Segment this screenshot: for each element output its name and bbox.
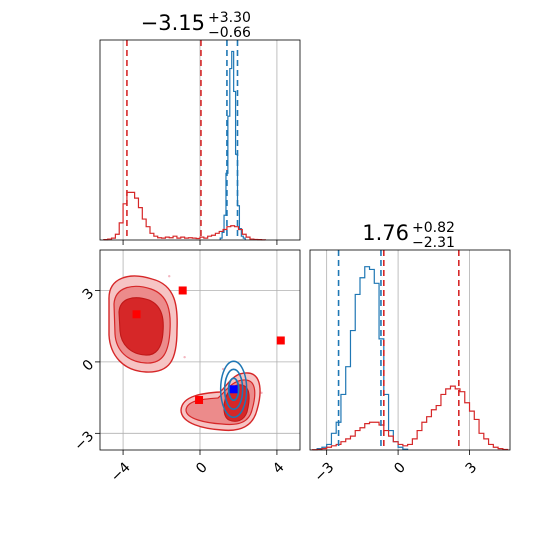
title-1-minus: −0.66 (208, 25, 251, 41)
title-1-plus: +3.30 (208, 10, 251, 26)
joint-x-label-2: 4 (270, 459, 288, 477)
joint-marker-blue-0 (229, 385, 238, 394)
top-hist-blue (219, 50, 246, 240)
panel-top-histogram (99, 39, 301, 245)
joint-y-label-0: −3 (71, 428, 97, 454)
title-parameter-1: −3.15 +3.30 −0.66 (141, 10, 251, 41)
joint-marker-red-2 (195, 396, 204, 404)
panel-right-histogram: −3 0 3 (309, 249, 511, 485)
joint-marker-red-0 (132, 310, 141, 319)
title-2-median: 1.76 (362, 221, 409, 245)
right-x-label-0: −3 (312, 459, 338, 485)
title-2-plus: +0.82 (412, 220, 455, 236)
right-frame (309, 249, 511, 451)
right-hist-red (311, 385, 509, 451)
joint-contour-blue-outer (219, 360, 248, 419)
joint-scatter-dot-11 (168, 274, 171, 278)
joint-scatter-dot-12 (260, 391, 263, 395)
joint-y-label-1: 0 (80, 357, 98, 375)
top-hist-red (103, 191, 266, 241)
joint-contour-red-inner-a (118, 297, 164, 356)
joint-y-label-2: 3 (80, 285, 98, 303)
right-hist-blue (316, 266, 409, 450)
joint-contour-blue-inner (227, 377, 240, 402)
joint-contour-blue-mid (223, 368, 244, 411)
title-1-median: −3.15 (141, 11, 205, 35)
joint-x-label-1: 0 (193, 459, 211, 477)
title-parameter-2: 1.76 +0.82 −2.31 (362, 220, 455, 251)
panel-joint-2d: −4 0 4 −3 0 3 (71, 249, 301, 485)
joint-marker-red-3 (276, 336, 285, 345)
joint-marker-red-1 (178, 286, 187, 295)
joint-scatter-dot-13 (183, 355, 186, 359)
title-2-minus: −2.31 (412, 235, 455, 251)
right-x-label-2: 3 (463, 459, 481, 477)
right-x-label-1: 0 (391, 459, 409, 477)
joint-x-label-0: −4 (108, 459, 134, 485)
